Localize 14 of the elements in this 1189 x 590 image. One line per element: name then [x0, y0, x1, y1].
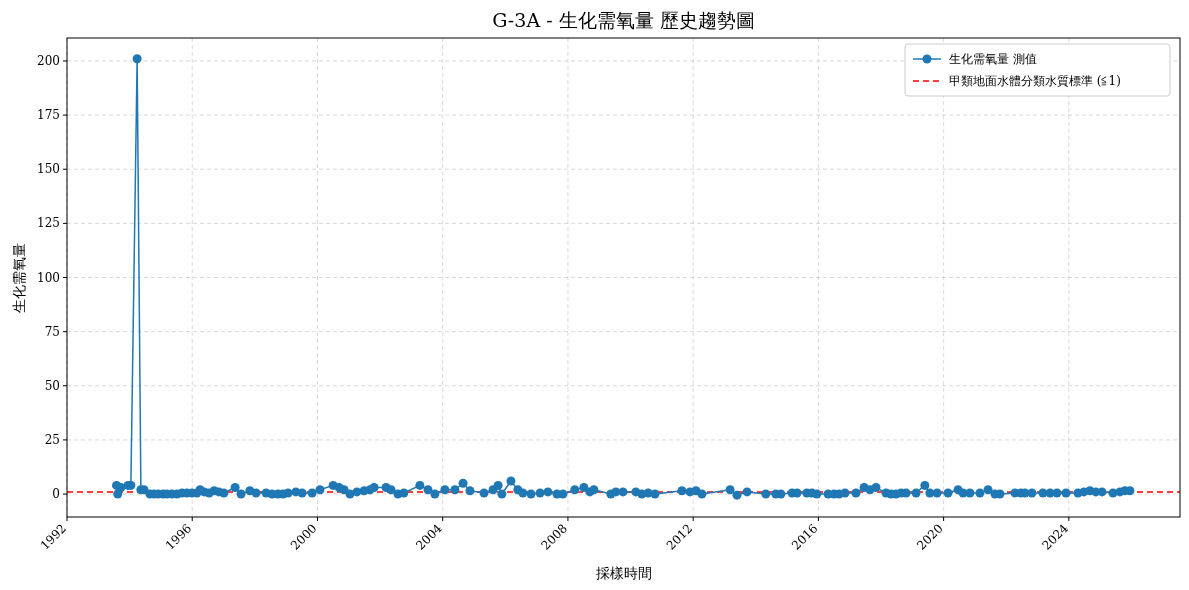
x-axis-title: 採樣時間	[595, 565, 652, 581]
y-tick-label: 150	[37, 162, 60, 177]
y-tick-label: 100	[37, 270, 60, 285]
y-tick-label: 25	[44, 432, 60, 447]
y-tick-label: 0	[52, 487, 60, 502]
y-tick-label: 175	[37, 108, 60, 123]
chart-title: G-3A - 生化需氧量 歷史趨勢圖	[492, 9, 755, 31]
y-axis-title: 生化需氧量	[11, 242, 27, 313]
y-tick-label: 75	[44, 324, 60, 339]
legend-label: 生化需氧量 測值	[949, 52, 1037, 66]
legend-label: 甲類地面水體分類水質標準 (≦1)	[949, 74, 1121, 88]
y-tick-label: 200	[37, 53, 60, 68]
y-tick-label: 125	[37, 216, 60, 231]
y-tick-label: 50	[44, 378, 60, 393]
